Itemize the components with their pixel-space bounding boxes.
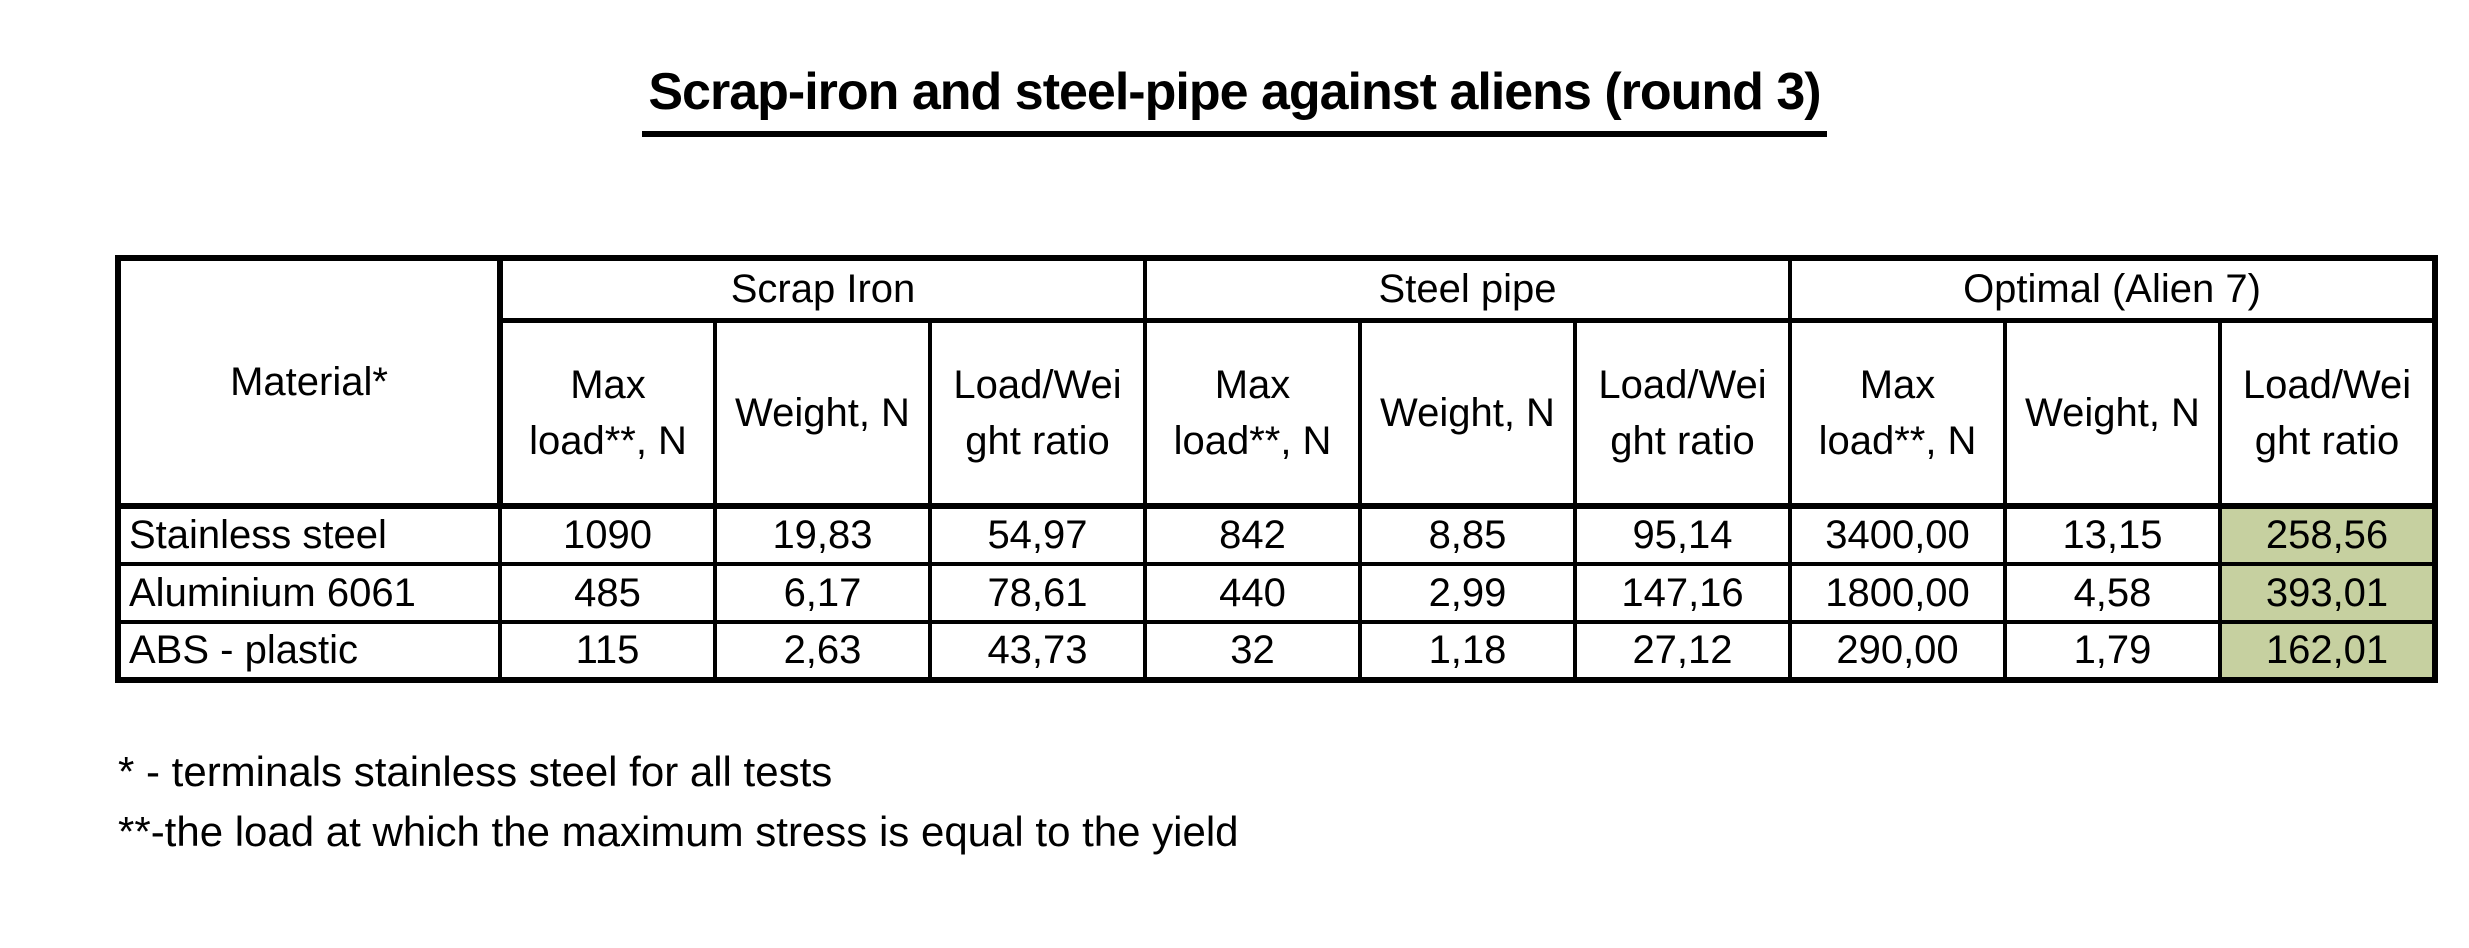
table-cell: 115 (498, 620, 717, 682)
table-cell: 485 (498, 562, 717, 624)
scrap-iron-max-load-header: Max load**, N (498, 318, 717, 509)
footnote-double-asterisk: **-the load at which the maximum stress … (118, 808, 1239, 855)
optimal-ratio-highlight-cell: 393,01 (2218, 562, 2437, 624)
table-cell: 54,97 (928, 504, 1147, 566)
table-cell: 19,83 (713, 504, 932, 566)
table-cell: 842 (1143, 504, 1362, 566)
table-cell: 4,58 (2003, 562, 2222, 624)
group-header-steel-pipe: Steel pipe (1143, 256, 1792, 323)
optimal-ratio-highlight-cell: 162,01 (2218, 620, 2437, 682)
table-cell: 95,14 (1573, 504, 1792, 566)
table-cell: 1800,00 (1788, 562, 2007, 624)
table-cell: 1,18 (1358, 620, 1577, 682)
table-cell: 43,73 (928, 620, 1147, 682)
table-cell: 2,99 (1358, 562, 1577, 624)
steel-pipe-weight-header: Weight, N (1358, 318, 1577, 509)
table-cell: 78,61 (928, 562, 1147, 624)
sub-header-row: Max load**, N Weight, N Load/Wei ght rat… (118, 318, 2437, 509)
table-row-stainless-steel: Stainless steel 1090 19,83 54,97 842 8,8… (116, 504, 2437, 566)
table-cell: 13,15 (2003, 504, 2222, 566)
optimal-max-load-header: Max load**, N (1788, 318, 2007, 509)
table-cell: 27,12 (1573, 620, 1792, 682)
scrap-iron-ratio-header: Load/Wei ght ratio (928, 318, 1147, 509)
table-row-aluminium-6061: Aluminium 6061 485 6,17 78,61 440 2,99 1… (116, 562, 2437, 624)
table-cell: 1,79 (2003, 620, 2222, 682)
table-cell: 8,85 (1358, 504, 1577, 566)
table-row-abs-plastic: ABS - plastic 115 2,63 43,73 32 1,18 27,… (116, 620, 2437, 682)
optimal-weight-header: Weight, N (2003, 318, 2222, 509)
footnote-single-asterisk: * - terminals stainless steel for all te… (118, 748, 833, 795)
table-cell: 2,63 (713, 620, 932, 682)
table-cell: 440 (1143, 562, 1362, 624)
materials-comparison-table: Material* Scrap Iron Steel pipe Optimal … (115, 255, 2438, 683)
group-header-row: Material* Scrap Iron Steel pipe Optimal … (116, 256, 2437, 509)
table-cell: 6,17 (713, 562, 932, 624)
page-title: Scrap-iron and steel-pipe against aliens… (642, 62, 1827, 137)
steel-pipe-ratio-header: Load/Wei ght ratio (1573, 318, 1792, 509)
optimal-ratio-highlight-cell: 258,56 (2218, 504, 2437, 566)
table-cell: 3400,00 (1788, 504, 2007, 566)
table-cell: 147,16 (1573, 562, 1792, 624)
title-container: Scrap-iron and steel-pipe against aliens… (0, 62, 2469, 137)
scrap-iron-weight-header: Weight, N (713, 318, 932, 509)
group-header-optimal-alien7: Optimal (Alien 7) (1788, 256, 2437, 323)
optimal-ratio-header: Load/Wei ght ratio (2218, 318, 2437, 509)
material-cell: Stainless steel (116, 504, 502, 566)
table-cell: 32 (1143, 620, 1362, 682)
material-column-header: Material* (116, 256, 503, 509)
material-cell: ABS - plastic (116, 620, 502, 682)
group-header-scrap-iron: Scrap Iron (498, 256, 1147, 323)
material-cell: Aluminium 6061 (116, 562, 502, 624)
footnotes: * - terminals stainless steel for all te… (118, 742, 1239, 862)
table-cell: 1090 (498, 504, 717, 566)
table-cell: 290,00 (1788, 620, 2007, 682)
steel-pipe-max-load-header: Max load**, N (1143, 318, 1362, 509)
